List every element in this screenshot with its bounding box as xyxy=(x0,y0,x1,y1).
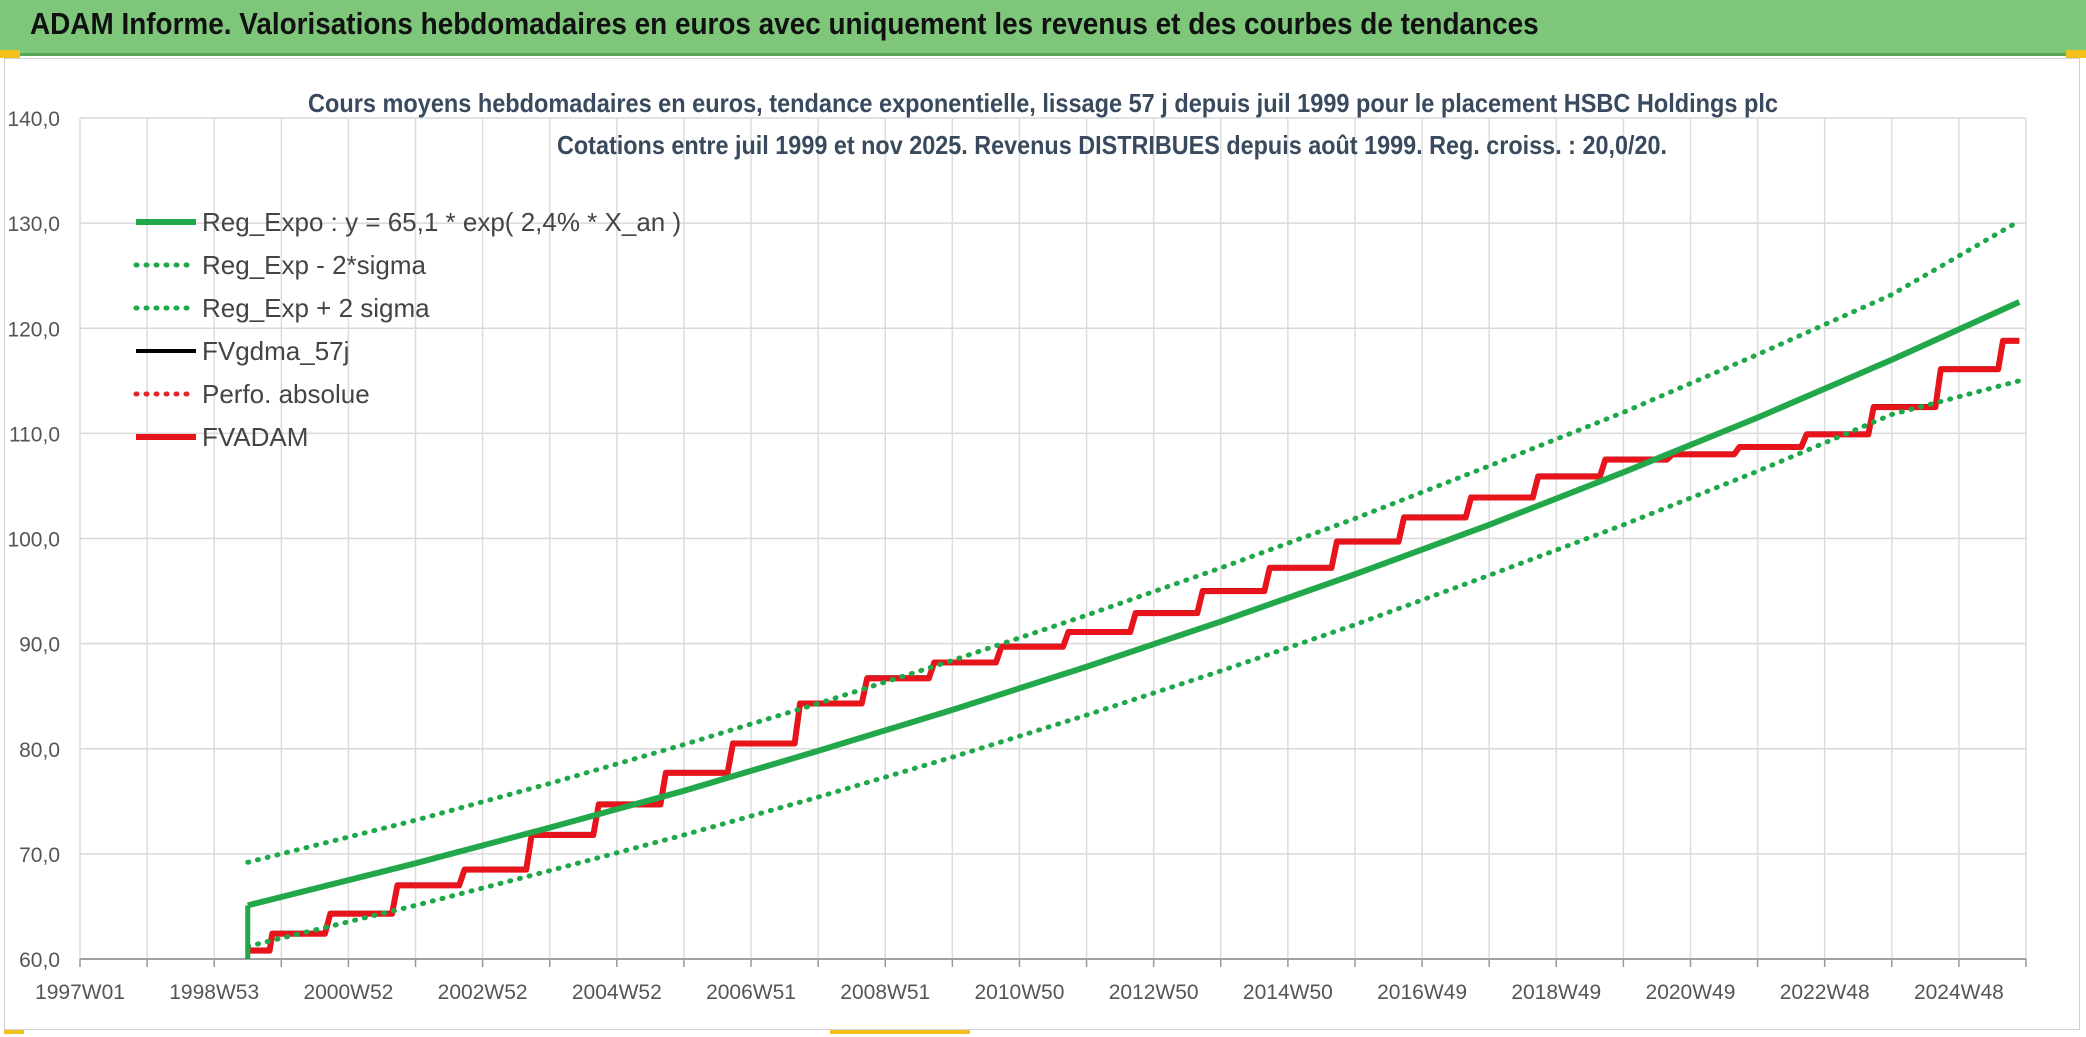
y-tick-label: 80,0 xyxy=(19,739,60,762)
x-tick-label: 2004W52 xyxy=(572,981,662,1004)
bottom-mark-left xyxy=(4,1030,24,1034)
series-line-1 xyxy=(245,378,2022,949)
chart-legend: Reg_Expo : y = 65,1 * exp( 2,4% * X_an )… xyxy=(133,207,681,452)
x-tick-label: 2012W50 xyxy=(1109,981,1199,1004)
y-tick-label: 110,0 xyxy=(9,423,60,446)
x-tick-label: 2024W48 xyxy=(1914,981,2004,1004)
x-tick-label: 1997W01 xyxy=(35,981,125,1004)
y-tick-label: 60,0 xyxy=(19,949,60,972)
series-line-4 xyxy=(245,338,2022,954)
legend-label: Reg_Expo : y = 65,1 * exp( 2,4% * X_an ) xyxy=(202,207,681,237)
chart-titles: Cours moyens hebdomadaires en euros, ten… xyxy=(308,88,1778,160)
corner-mark-right xyxy=(2066,50,2086,58)
chart-frame xyxy=(4,58,2080,1030)
x-tick-label: 2010W50 xyxy=(974,981,1064,1004)
grid-lines xyxy=(79,117,2027,960)
series-line-0 xyxy=(247,299,2021,909)
x-tick-label: 2022W48 xyxy=(1780,981,1870,1004)
legend-label: Reg_Exp - 2*sigma xyxy=(202,250,427,280)
x-axis: 1997W01 1998W53 2000W52 2002W52 2004W52 2006W… xyxy=(35,958,2027,1004)
y-tick-label: 140,0 xyxy=(7,108,60,131)
report-header: ADAM Informe. Valorisations hebdomadaire… xyxy=(0,0,2086,56)
series-line-3 xyxy=(247,337,2020,952)
series-lines xyxy=(245,218,2022,959)
y-tick-label: 70,0 xyxy=(19,844,60,867)
x-tick-label: 2002W52 xyxy=(438,981,528,1004)
series-line-5 xyxy=(247,337,2020,954)
x-tick-label: 1998W53 xyxy=(169,981,259,1004)
x-tick-label: 2014W50 xyxy=(1243,981,1333,1004)
y-axis: 60,0 70,0 80,0 90,0 100,0 110,0 120,0 130,0 140,… xyxy=(7,108,60,972)
y-tick-label: 90,0 xyxy=(19,634,60,657)
y-tick-label: 100,0 xyxy=(7,529,60,552)
x-tick-label: 2006W51 xyxy=(706,981,796,1004)
corner-mark-left xyxy=(0,50,20,58)
y-tick-label: 130,0 xyxy=(7,213,60,236)
x-tick-label: 2008W51 xyxy=(840,981,930,1004)
x-tick-label: 2000W52 xyxy=(303,981,393,1004)
chart-subtitle: Cotations entre juil 1999 et nov 2025. R… xyxy=(557,130,1667,160)
y-tick-label: 120,0 xyxy=(7,318,60,341)
legend-label: FVgdma_57j xyxy=(202,336,349,366)
legend-label: FVADAM xyxy=(202,422,308,452)
chart-title: Cours moyens hebdomadaires en euros, ten… xyxy=(308,88,1778,118)
bottom-mark-center xyxy=(830,1030,970,1034)
series-line-2 xyxy=(245,218,2022,865)
x-tick-label: 2016W49 xyxy=(1377,981,1467,1004)
x-tick-label: 2020W49 xyxy=(1646,981,1736,1004)
legend-label: Reg_Exp + 2 sigma xyxy=(202,293,430,323)
legend-label: Perfo. absolue xyxy=(202,379,370,409)
report-title: ADAM Informe. Valorisations hebdomadaire… xyxy=(30,6,1539,41)
x-tick-label: 2018W49 xyxy=(1511,981,1601,1004)
